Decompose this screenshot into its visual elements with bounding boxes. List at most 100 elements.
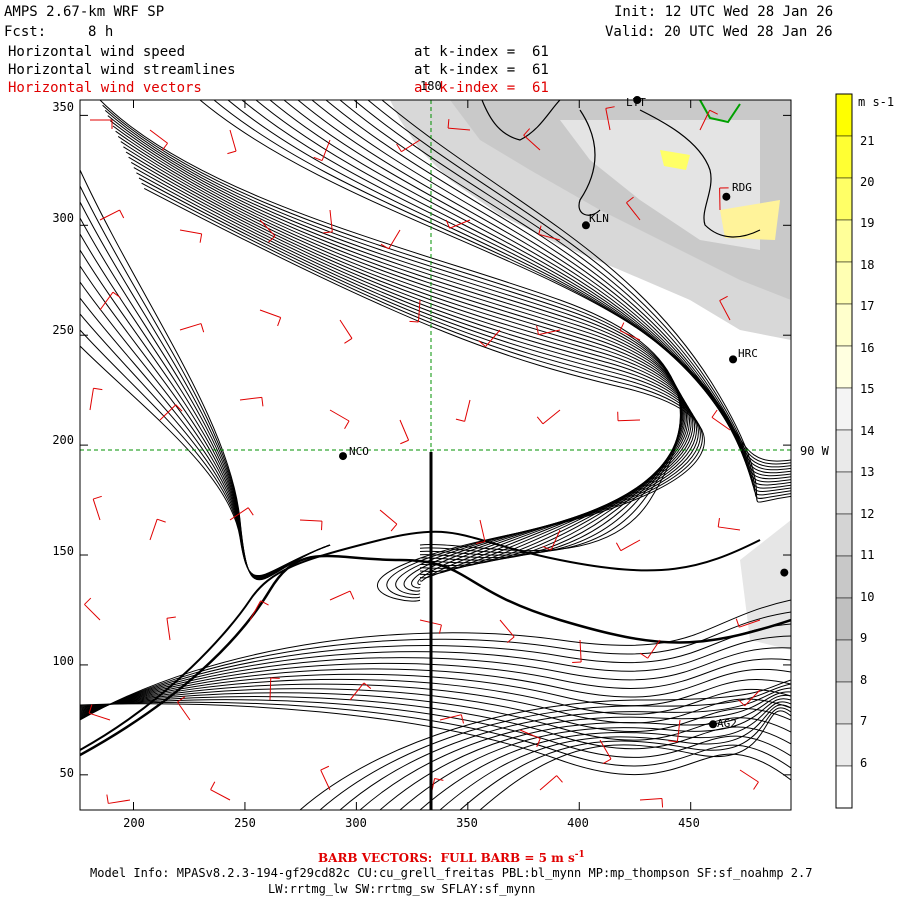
- colorbar-swatch: [835, 345, 853, 389]
- wind-barb-flag: [538, 225, 542, 235]
- wind-barb: [620, 539, 641, 552]
- wind-barb-flag: [536, 325, 539, 335]
- wind-barb-flag: [536, 738, 541, 748]
- colorbar-swatch: [835, 387, 853, 431]
- wind-barb: [639, 797, 662, 801]
- streamline: [117, 135, 687, 569]
- wind-barb: [464, 399, 471, 422]
- wind-barb-flag: [447, 119, 450, 129]
- wind-barb-flag: [737, 699, 746, 707]
- wind-barb-flag: [602, 758, 612, 764]
- colorbar-swatch: [835, 177, 853, 221]
- wind-barb: [718, 526, 741, 531]
- colorbar-tick-label: 7: [860, 714, 868, 728]
- wind-barb: [159, 404, 177, 421]
- station-markers: [339, 96, 789, 729]
- wind-barb: [523, 134, 541, 151]
- wind-barb: [485, 329, 501, 347]
- wind-barb-flag: [106, 794, 109, 804]
- wind-barb-flag: [717, 517, 720, 528]
- streamline: [399, 698, 791, 810]
- wind-barb: [605, 108, 611, 131]
- station-label-nco: NCO: [349, 445, 369, 458]
- field-level: at k-index = 61: [414, 80, 549, 96]
- streamline: [80, 699, 791, 758]
- wind-barb-flag: [615, 542, 622, 551]
- wind-barb-flag: [455, 418, 465, 422]
- wind-barb-flag: [177, 696, 186, 703]
- wind-barb: [259, 309, 281, 318]
- wind-barb-flag: [363, 682, 372, 689]
- wind-barb: [99, 209, 120, 221]
- wind-barb: [699, 110, 711, 131]
- wind-barb: [339, 319, 353, 339]
- colorbar-tick-label: 10: [860, 590, 875, 604]
- colorbar-swatch: [835, 681, 853, 725]
- station-dot: [722, 192, 731, 201]
- wind-barb: [320, 769, 331, 791]
- colorbar-tick-label: 17: [860, 299, 875, 313]
- field-level: at k-index = 61: [414, 62, 549, 78]
- wind-barb-flag: [434, 777, 444, 781]
- wind-barb-flag: [753, 781, 759, 790]
- colorbar-tick-label: 14: [860, 424, 875, 438]
- field-name: Horizontal wind speed: [8, 44, 186, 60]
- wind-barb-flag: [260, 600, 269, 606]
- longitude-label: 90 W: [800, 444, 829, 458]
- wind-barb-flag: [156, 518, 166, 523]
- streamline: [110, 120, 684, 561]
- y-tick-label: 100: [52, 654, 74, 668]
- station-dot: [581, 221, 590, 230]
- wind-barb-flag: [227, 150, 237, 155]
- wind-barb: [166, 618, 171, 641]
- streamline: [439, 704, 791, 810]
- wind-barb: [399, 419, 410, 441]
- station-label-ag2: AG2: [717, 717, 737, 730]
- field-name: Horizontal wind streamlines: [8, 62, 236, 78]
- streamline: [80, 623, 791, 719]
- station-label-rdg: RDG: [732, 181, 752, 194]
- wind-barb-flag: [400, 439, 409, 445]
- wind-barb: [249, 600, 262, 621]
- model-info: Model Info: MPASv8.2.3-194-gf29cd82c CU:…: [90, 866, 813, 880]
- streamline: [80, 668, 791, 715]
- streamline: [80, 647, 791, 717]
- forecast-label: Fcst:: [4, 24, 47, 40]
- wind-barb-flag: [639, 652, 648, 659]
- colorbar-swatch: [835, 219, 853, 263]
- wind-barb-flag: [711, 409, 718, 418]
- wind-barb: [479, 519, 486, 542]
- streamline: [115, 130, 686, 566]
- colorbar-tick-label: 8: [860, 673, 868, 687]
- wind-barb-flag: [349, 590, 355, 600]
- wind-barb: [538, 233, 561, 241]
- wind-barb-flag: [84, 597, 92, 605]
- wind-barb: [84, 604, 101, 621]
- colorbar-swatch: [835, 555, 853, 599]
- wind-barb: [676, 719, 681, 742]
- wind-barb-flag: [619, 322, 625, 331]
- init-time: Init: 12 UTC Wed 28 Jan 26: [614, 4, 834, 20]
- colorbar-tick-label: 21: [860, 134, 875, 148]
- wind-barb-flag: [556, 775, 563, 783]
- wind-barb: [619, 330, 641, 341]
- streamlines: [80, 100, 791, 810]
- wind-barb-flag: [445, 219, 451, 229]
- x-tick-label: 300: [345, 816, 367, 830]
- wind-barb: [417, 299, 421, 322]
- y-tick-label: 150: [52, 544, 74, 558]
- wind-barb-flag: [119, 209, 125, 219]
- wind-barb-flag: [344, 420, 350, 430]
- coastline: [481, 100, 761, 238]
- station-dot: [729, 355, 738, 364]
- wind-barb-flag: [661, 798, 664, 808]
- wind-barb: [744, 689, 761, 707]
- colorbar-swatch: [835, 429, 853, 473]
- colorbar-swatch: [835, 513, 853, 557]
- wind-barb: [647, 639, 661, 659]
- wind-barb: [210, 789, 231, 801]
- wind-barb: [229, 507, 249, 521]
- wind-barb-flag: [112, 291, 121, 298]
- colorbar-tick-label: 20: [860, 175, 875, 189]
- wind-barb: [149, 129, 168, 144]
